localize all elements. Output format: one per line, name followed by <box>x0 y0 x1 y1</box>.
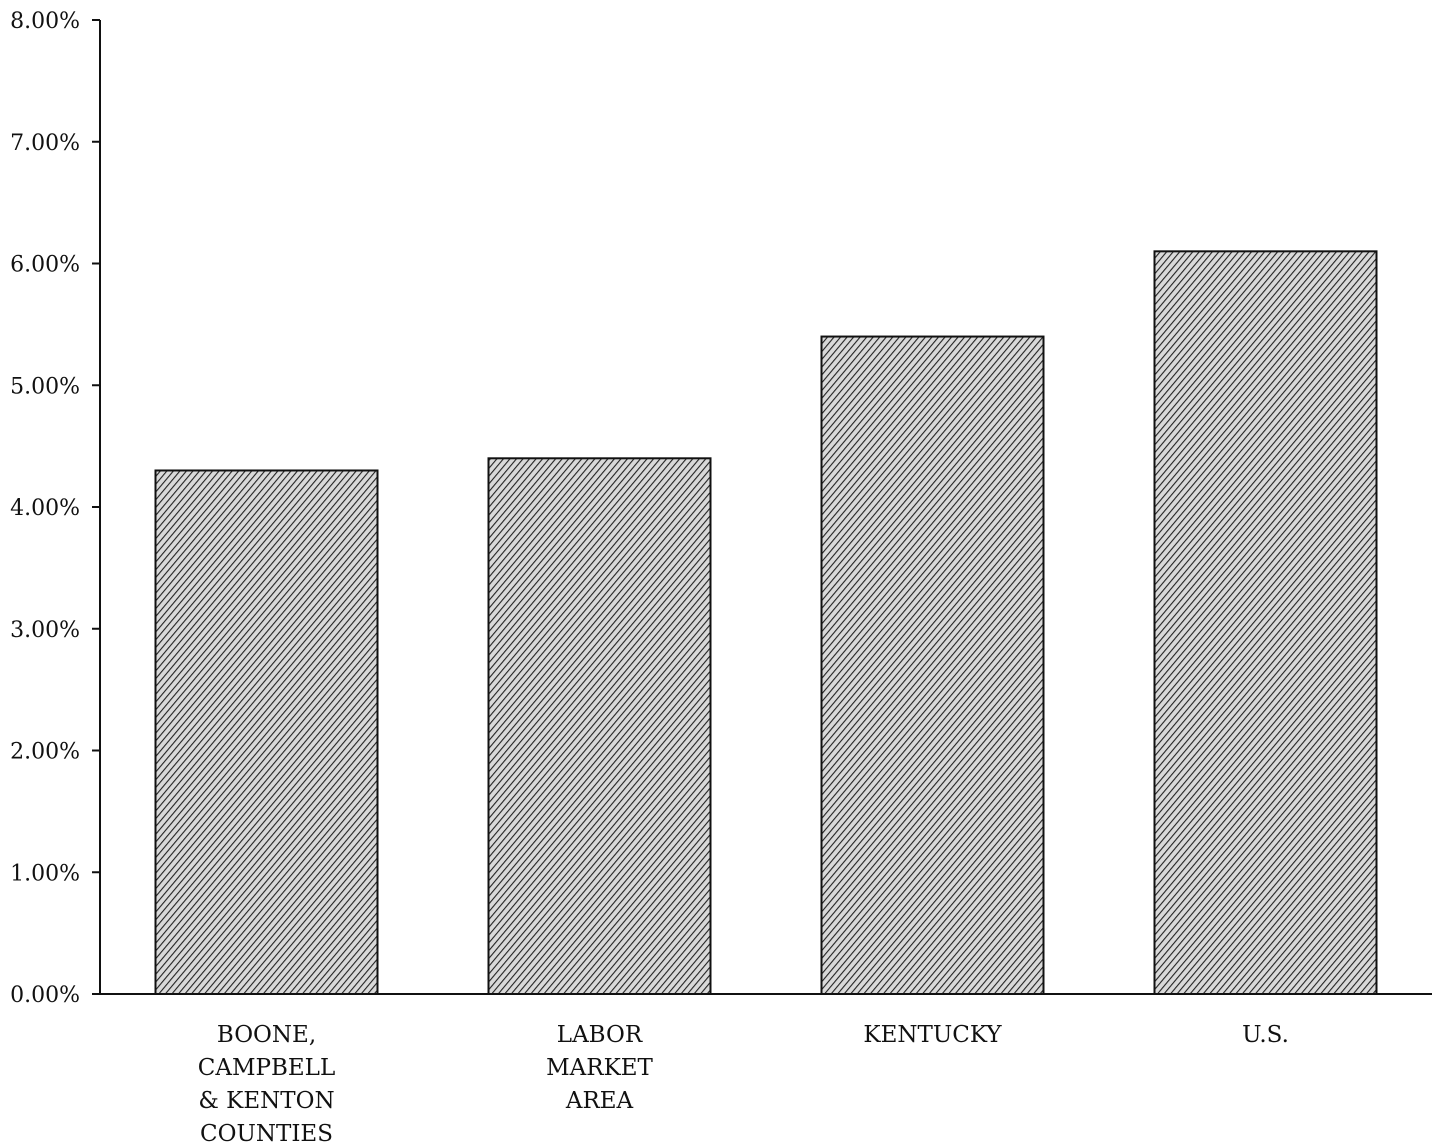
x-category-label: AREA <box>565 1088 634 1114</box>
x-category-label: BOONE, <box>217 1022 316 1048</box>
y-tick-label: 2.00% <box>10 740 80 765</box>
x-category-label: MARKET <box>546 1055 653 1081</box>
x-category-labels: BOONE, CAMPBELL & KENTON COUNTIES LABOR MARKE… <box>198 1022 1289 1147</box>
bar <box>487 457 712 995</box>
y-tick-label: 0.00% <box>10 983 80 1008</box>
x-category-label: CAMPBELL <box>198 1055 335 1081</box>
x-category-label: & KENTON <box>198 1088 334 1114</box>
x-category-label: LABOR <box>557 1022 643 1048</box>
y-tick-label: 6.00% <box>10 253 80 278</box>
y-tick-label: 7.00% <box>10 131 80 156</box>
y-tick-label: 4.00% <box>10 496 80 521</box>
x-category-label: U.S. <box>1242 1022 1289 1048</box>
x-category-label: COUNTIES <box>200 1121 333 1147</box>
bar <box>820 335 1045 995</box>
bar <box>154 469 379 996</box>
bars-group <box>154 250 1378 996</box>
y-tick-label: 5.00% <box>10 374 80 399</box>
x-category-label: KENTUCKY <box>863 1022 1002 1048</box>
y-tick-label: 3.00% <box>10 618 80 643</box>
y-tick-labels: 0.00% 1.00% 2.00% 3.00% 4.00% 5.00% 6.00% 7.00%… <box>10 9 80 1008</box>
axes-group <box>92 19 1432 995</box>
y-tick-label: 8.00% <box>10 9 80 34</box>
bar <box>1153 250 1378 995</box>
y-tick-label: 1.00% <box>10 861 80 886</box>
